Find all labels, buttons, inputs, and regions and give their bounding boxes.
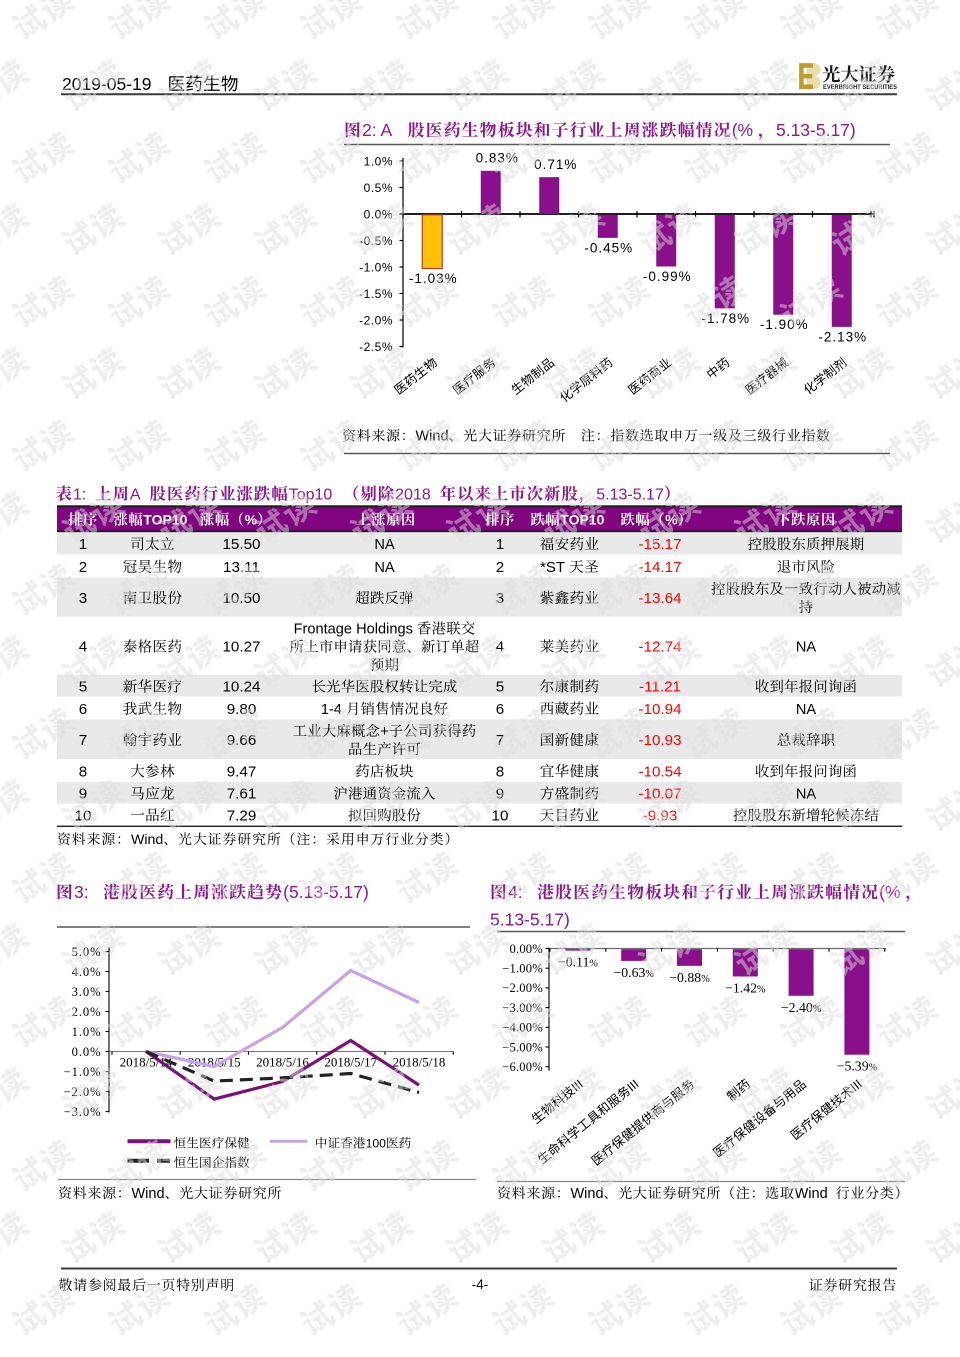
svg-text:2018/5/14: 2018/5/14: [120, 1055, 173, 1070]
svg-text:1:: 1:: [73, 487, 86, 504]
svg-text:15.50: 15.50: [222, 536, 260, 553]
svg-text:-1.0%: -1.0%: [359, 260, 393, 274]
svg-text:-10.93: -10.93: [638, 732, 681, 749]
svg-text:6: 6: [79, 701, 87, 718]
svg-text:0.71%: 0.71%: [534, 157, 577, 172]
svg-text:2018: 2018: [395, 487, 431, 504]
svg-text:5: 5: [79, 679, 87, 696]
svg-text:−0.63%: −0.63%: [613, 965, 654, 980]
svg-text:A: A: [130, 487, 141, 504]
svg-text:-2.13%: -2.13%: [818, 329, 867, 344]
svg-text:3: 3: [79, 590, 87, 607]
svg-text:NA: NA: [796, 640, 817, 656]
svg-text:-13.64: -13.64: [638, 590, 681, 607]
svg-text:10.27: 10.27: [222, 639, 260, 656]
svg-text:NA: NA: [796, 702, 817, 718]
svg-text:*ST: *ST: [540, 559, 565, 576]
svg-text:3:: 3:: [74, 882, 89, 902]
svg-text:−0.88%: −0.88%: [669, 970, 710, 985]
svg-text:10.24: 10.24: [222, 679, 260, 696]
svg-text:NA: NA: [796, 787, 817, 803]
svg-text:NA: NA: [374, 537, 395, 553]
svg-text:-2.5%: -2.5%: [359, 340, 393, 354]
svg-text:EVERBRIGHT SECURITIES: EVERBRIGHT SECURITIES: [823, 84, 897, 91]
svg-text:Frontage Holdings: Frontage Holdings: [294, 621, 413, 637]
svg-text:-0.45%: -0.45%: [584, 240, 633, 255]
svg-text:-10.94: -10.94: [638, 701, 681, 718]
svg-text:6: 6: [496, 701, 504, 718]
svg-text:5.13-5.17): 5.13-5.17): [776, 120, 856, 140]
svg-text:2: 2: [79, 559, 87, 576]
svg-text:5.13-5.17): 5.13-5.17): [490, 910, 570, 930]
svg-text:Wind: Wind: [571, 1186, 604, 1202]
svg-text:5.13-5.17: 5.13-5.17: [596, 487, 664, 504]
svg-text:2018/5/16: 2018/5/16: [256, 1055, 309, 1070]
svg-text:-10.54: -10.54: [638, 763, 681, 780]
svg-text:8: 8: [496, 763, 504, 780]
svg-text:1.0%: 1.0%: [364, 154, 393, 168]
svg-text:−1.0%: −1.0%: [64, 1065, 102, 1079]
svg-text:−1.42%: −1.42%: [725, 980, 766, 995]
svg-text:+: +: [380, 724, 389, 740]
svg-text:−1.00%: −1.00%: [502, 962, 543, 976]
svg-text:2018/5/17: 2018/5/17: [324, 1055, 377, 1070]
svg-text:0.00%: 0.00%: [509, 942, 543, 956]
svg-text:1: 1: [496, 536, 504, 553]
svg-text:2: 2: [496, 559, 504, 576]
svg-text:9.47: 9.47: [227, 763, 257, 780]
svg-text:8: 8: [79, 763, 87, 780]
svg-text:Wind: Wind: [131, 832, 163, 848]
svg-text:7.61: 7.61: [227, 786, 257, 803]
svg-text:-14.17: -14.17: [638, 559, 681, 576]
svg-text:10: 10: [492, 807, 509, 824]
svg-text:NA: NA: [374, 560, 395, 576]
svg-text:-2.0%: -2.0%: [359, 313, 393, 327]
svg-text:9: 9: [79, 786, 87, 803]
svg-text:7: 7: [496, 732, 504, 749]
svg-text:7.29: 7.29: [227, 807, 257, 824]
svg-text:-12.74: -12.74: [638, 639, 681, 656]
svg-text:7: 7: [79, 732, 87, 749]
svg-text:-4-: -4-: [472, 1277, 489, 1292]
svg-text:2018/5/18: 2018/5/18: [393, 1055, 446, 1070]
svg-text:-0.99%: -0.99%: [643, 269, 692, 284]
svg-text:2: A: 2: A: [362, 120, 392, 140]
svg-text:0.5%: 0.5%: [364, 181, 393, 195]
svg-text:4: 4: [496, 639, 504, 656]
svg-text:3.0%: 3.0%: [72, 985, 102, 999]
svg-text:-1.5%: -1.5%: [359, 287, 393, 301]
svg-text:9: 9: [496, 786, 504, 803]
svg-text:-11.21: -11.21: [639, 679, 681, 696]
svg-text:1-4: 1-4: [321, 702, 342, 718]
svg-text:5: 5: [496, 679, 504, 696]
svg-text:(%: (%: [732, 120, 753, 140]
svg-text:1: 1: [79, 536, 87, 553]
svg-text:0.0%: 0.0%: [72, 1045, 102, 1059]
svg-text:9.66: 9.66: [227, 732, 257, 749]
svg-text:100: 100: [366, 1137, 387, 1151]
svg-text:−5.39%: −5.39%: [837, 1059, 878, 1074]
svg-text:%: %: [245, 512, 258, 528]
svg-text:4: 4: [79, 639, 87, 656]
svg-text:1.0%: 1.0%: [72, 1025, 102, 1039]
svg-text:−2.00%: −2.00%: [502, 981, 543, 995]
svg-text:2.0%: 2.0%: [72, 1005, 102, 1019]
svg-text:−6.00%: −6.00%: [502, 1060, 543, 1074]
svg-text:Wind: Wind: [795, 1186, 828, 1202]
svg-text:−5.00%: −5.00%: [502, 1040, 543, 1054]
svg-text:Wind: Wind: [132, 1186, 165, 1202]
svg-text:-15.17: -15.17: [638, 536, 681, 553]
